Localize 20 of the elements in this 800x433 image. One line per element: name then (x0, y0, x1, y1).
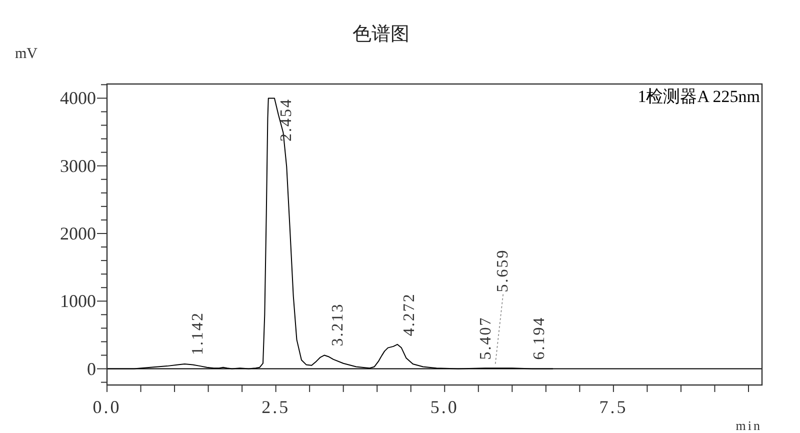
peak-label: 5.659 (494, 248, 512, 292)
y-tick-label: 1000 (60, 291, 96, 312)
title: 色谱图 (352, 24, 410, 45)
x-tick-label: 7.5 (599, 397, 628, 417)
peak-label: 4.272 (400, 292, 418, 336)
y-tick-label: 2000 (60, 223, 96, 244)
peak-label: 6.194 (530, 316, 548, 360)
peak-label: 5.407 (478, 316, 495, 360)
x-tick-label: 0.0 (92, 397, 122, 417)
x-tick-label: 5.0 (430, 397, 459, 417)
x-axis-title: min (736, 418, 762, 433)
peak-label: 3.213 (329, 302, 346, 346)
series-name: 1检测器A 225nm (638, 87, 760, 106)
peak-label: 1.142 (190, 312, 207, 356)
y-tick-label: 4000 (60, 88, 96, 108)
y-tick-label: 3000 (60, 156, 96, 176)
y-axis-title: mV (15, 46, 38, 62)
x-tick-label: 2.5 (262, 397, 290, 417)
peak-label: 2.454 (278, 98, 296, 142)
y-tick-label: 0 (87, 358, 96, 379)
